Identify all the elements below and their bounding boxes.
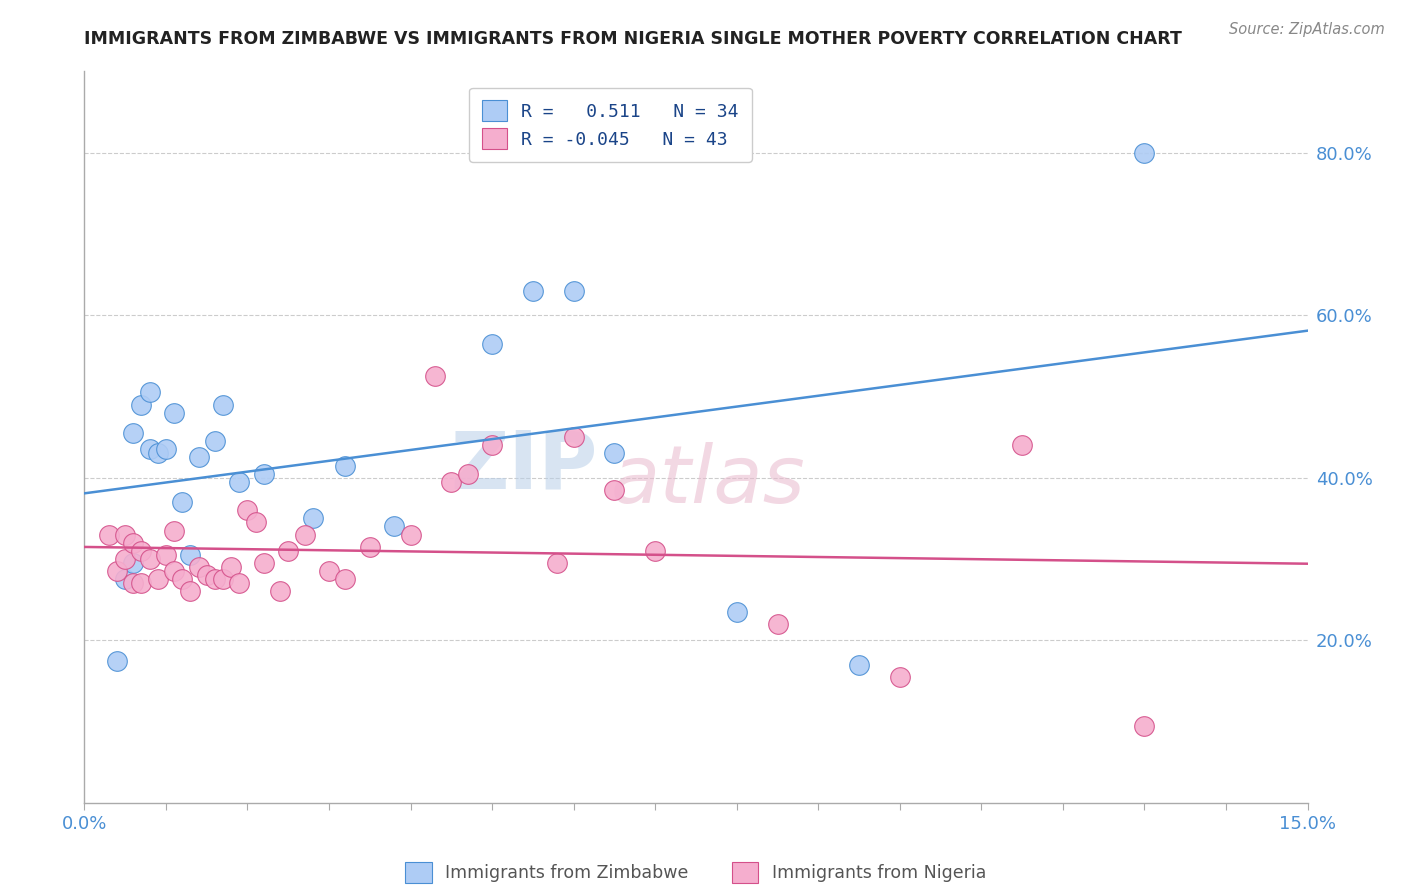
- Point: [481, 336, 503, 351]
- Point: [457, 467, 479, 481]
- Text: ZIP: ZIP: [451, 427, 598, 506]
- Point: [114, 572, 136, 586]
- Point: [138, 385, 160, 400]
- Point: [277, 544, 299, 558]
- Point: [382, 519, 405, 533]
- Point: [138, 442, 160, 457]
- Point: [131, 398, 153, 412]
- Point: [1011, 438, 1033, 452]
- Point: [179, 584, 201, 599]
- Point: [146, 446, 169, 460]
- Point: [236, 503, 259, 517]
- Point: [423, 369, 446, 384]
- Point: [725, 605, 748, 619]
- Text: IMMIGRANTS FROM ZIMBABWE VS IMMIGRANTS FROM NIGERIA SINGLE MOTHER POVERTY CORREL: IMMIGRANTS FROM ZIMBABWE VS IMMIGRANTS F…: [84, 29, 1182, 47]
- Point: [399, 527, 422, 541]
- Point: [269, 584, 291, 599]
- Point: [114, 552, 136, 566]
- Point: [228, 576, 250, 591]
- Point: [122, 576, 145, 591]
- Point: [187, 450, 209, 465]
- Point: [105, 564, 128, 578]
- Point: [114, 527, 136, 541]
- Point: [294, 527, 316, 541]
- Legend: Immigrants from Zimbabwe, Immigrants from Nigeria: Immigrants from Zimbabwe, Immigrants fro…: [395, 852, 997, 892]
- Point: [245, 516, 267, 530]
- Point: [848, 657, 870, 672]
- Point: [1133, 145, 1156, 160]
- Point: [204, 434, 226, 449]
- Point: [172, 495, 194, 509]
- Point: [131, 544, 153, 558]
- Point: [253, 556, 276, 570]
- Point: [335, 458, 357, 473]
- Point: [253, 467, 276, 481]
- Point: [562, 430, 585, 444]
- Point: [172, 572, 194, 586]
- Point: [204, 572, 226, 586]
- Point: [766, 617, 789, 632]
- Point: [301, 511, 323, 525]
- Point: [219, 560, 242, 574]
- Point: [212, 398, 235, 412]
- Point: [163, 406, 186, 420]
- Point: [228, 475, 250, 489]
- Point: [122, 425, 145, 440]
- Point: [105, 654, 128, 668]
- Point: [187, 560, 209, 574]
- Point: [163, 564, 186, 578]
- Point: [163, 524, 186, 538]
- Point: [603, 483, 626, 497]
- Text: atlas: atlas: [610, 442, 806, 520]
- Point: [546, 556, 568, 570]
- Point: [122, 535, 145, 549]
- Point: [889, 670, 911, 684]
- Point: [440, 475, 463, 489]
- Point: [644, 544, 666, 558]
- Point: [1133, 718, 1156, 732]
- Point: [122, 556, 145, 570]
- Point: [138, 552, 160, 566]
- Point: [155, 548, 177, 562]
- Text: Source: ZipAtlas.com: Source: ZipAtlas.com: [1229, 22, 1385, 37]
- Point: [603, 446, 626, 460]
- Point: [335, 572, 357, 586]
- Point: [155, 442, 177, 457]
- Point: [522, 284, 544, 298]
- Point: [359, 540, 381, 554]
- Point: [212, 572, 235, 586]
- Point: [562, 284, 585, 298]
- Point: [179, 548, 201, 562]
- Point: [481, 438, 503, 452]
- Point: [195, 568, 218, 582]
- Point: [318, 564, 340, 578]
- Point: [131, 576, 153, 591]
- Point: [97, 527, 120, 541]
- Point: [146, 572, 169, 586]
